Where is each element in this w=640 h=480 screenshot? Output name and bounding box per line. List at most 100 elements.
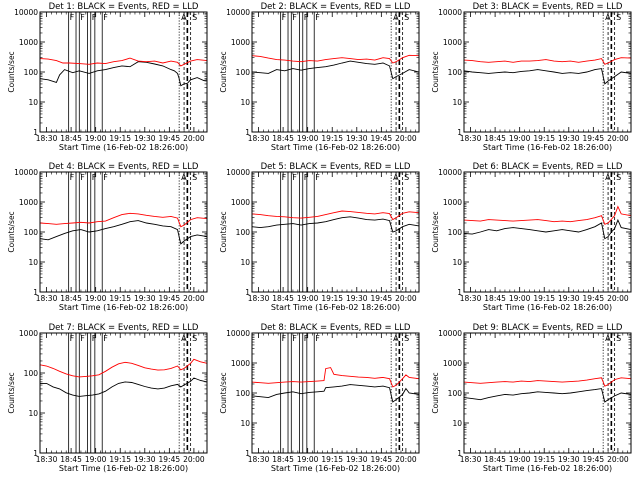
chart-panel-1: Det 1: BLACK = Events, RED = LLD 1 10 100 10… xyxy=(7,2,208,152)
plot-frame xyxy=(251,332,420,454)
x-tick-label: 18:45 xyxy=(484,294,506,303)
y-tick-label: 10 xyxy=(240,258,250,267)
y-tick-label: 10000 xyxy=(226,168,250,177)
series-lld-line xyxy=(463,57,632,65)
series-events-line xyxy=(463,218,632,240)
x-tick-label: 19:15 xyxy=(109,455,131,464)
series-events-line xyxy=(463,388,632,403)
chart-title: Det 5: BLACK = Events, RED = LLD xyxy=(261,162,411,172)
chart-title: Det 8: BLACK = Events, RED = LLD xyxy=(261,323,411,333)
y-tick-label: 1 xyxy=(245,449,250,458)
x-tick-label: 19:15 xyxy=(533,134,555,143)
y-tick-label: 1 xyxy=(457,449,462,458)
x-tick-label: 18:30 xyxy=(248,134,270,143)
series-events-line xyxy=(251,60,420,80)
marker-flag: S xyxy=(616,13,621,22)
x-tick-label: 18:45 xyxy=(272,294,294,303)
y-tick-label: 10000 xyxy=(438,8,462,17)
marker-flag: A xyxy=(605,13,611,22)
plot-frame xyxy=(251,171,420,293)
x-tick-label: 19:15 xyxy=(109,134,131,143)
y-tick-label: 10 xyxy=(28,98,38,107)
x-tick-label: 19:30 xyxy=(346,294,368,303)
y-axis-label: Counts/sec xyxy=(431,372,440,413)
marker-flag: A xyxy=(605,334,611,343)
y-tick-label: 1 xyxy=(457,288,462,297)
x-tick-label: 19:45 xyxy=(583,294,605,303)
series-events-line xyxy=(463,68,632,85)
y-tick-label: 100 xyxy=(236,228,251,237)
x-tick-label: 19:00 xyxy=(509,294,531,303)
y-axis-label: Counts/sec xyxy=(219,372,228,413)
x-axis-label: Start Time (16-Feb-02 18:26:00) xyxy=(271,143,400,152)
x-tick-label: 19:30 xyxy=(134,134,156,143)
chart-panel-8: Det 8: BLACK = Events, RED = LLD 1 10 100 10… xyxy=(219,323,420,473)
y-tick-label: 1 xyxy=(33,128,38,137)
x-tick-label: 19:30 xyxy=(346,455,368,464)
y-tick-label: 1000 xyxy=(19,198,38,207)
marker-flag: F xyxy=(292,13,297,22)
y-tick-label: 1000 xyxy=(19,329,38,338)
x-tick-label: 18:45 xyxy=(484,455,506,464)
plot-frame xyxy=(463,332,632,454)
x-tick-label: 18:45 xyxy=(60,294,82,303)
marker-flag: F xyxy=(103,334,108,343)
marker-flag: A xyxy=(393,173,399,182)
x-tick-label: 19:00 xyxy=(85,134,107,143)
marker-flag: F xyxy=(92,334,97,343)
y-tick-label: 100 xyxy=(24,228,39,237)
chart-title: Det 7: BLACK = Events, RED = LLD xyxy=(49,323,199,333)
y-axis-label: Counts/sec xyxy=(7,211,16,252)
x-tick-label: 19:45 xyxy=(159,134,181,143)
series-events-line xyxy=(40,377,208,397)
chart-panel-9: Det 9: BLACK = Events, RED = LLD 1 10 100 10… xyxy=(431,323,632,473)
x-tick-label: 20:00 xyxy=(395,294,417,303)
y-tick-label: 10 xyxy=(452,258,462,267)
plot-frame xyxy=(463,171,632,293)
marker-flag: F xyxy=(315,13,320,22)
marker-flag: F xyxy=(103,173,108,182)
x-tick-label: 19:45 xyxy=(159,455,181,464)
y-tick-label: 100 xyxy=(24,68,39,77)
y-tick-label: 10 xyxy=(240,98,250,107)
x-axis-label: Start Time (16-Feb-02 18:26:00) xyxy=(59,143,188,152)
marker-flag: A xyxy=(181,173,187,182)
marker-flag: F xyxy=(304,13,309,22)
x-tick-label: 18:30 xyxy=(36,294,58,303)
y-tick-label: 1 xyxy=(457,128,462,137)
y-tick-label: 1000 xyxy=(19,38,38,47)
plot-frame xyxy=(39,171,208,293)
marker-flag: F xyxy=(70,334,75,343)
marker-flag: S xyxy=(404,334,409,343)
marker-flag: F xyxy=(70,13,75,22)
marker-flag: F xyxy=(103,13,108,22)
y-axis-label: Counts/sec xyxy=(219,211,228,252)
x-axis-label: Start Time (16-Feb-02 18:26:00) xyxy=(483,143,612,152)
marker-flag: S xyxy=(192,334,197,343)
y-tick-label: 1000 xyxy=(443,38,462,47)
x-tick-label: 20:00 xyxy=(395,455,417,464)
chart-panel-7: Det 7: BLACK = Events, RED = LLD 1 10 100 10… xyxy=(7,323,208,473)
marker-flag: F xyxy=(92,13,97,22)
y-axis-label: Counts/sec xyxy=(7,372,16,413)
x-tick-label: 19:30 xyxy=(558,294,580,303)
y-tick-label: 10 xyxy=(28,258,38,267)
x-tick-label: 18:30 xyxy=(248,294,270,303)
x-tick-label: 19:00 xyxy=(85,294,107,303)
marker-flag: F xyxy=(282,334,287,343)
x-tick-label: 18:30 xyxy=(460,455,482,464)
series-lld-line xyxy=(251,210,420,221)
marker-flag: S xyxy=(404,13,409,22)
x-axis-label: Start Time (16-Feb-02 18:26:00) xyxy=(483,303,612,312)
marker-flag: A xyxy=(393,13,399,22)
x-axis-label: Start Time (16-Feb-02 18:26:00) xyxy=(59,303,188,312)
marker-flag: S xyxy=(616,334,621,343)
marker-flag: F xyxy=(70,173,75,182)
y-tick-label: 1000 xyxy=(231,198,250,207)
y-tick-label: 100 xyxy=(24,369,39,378)
y-tick-label: 10000 xyxy=(14,8,38,17)
y-tick-label: 10000 xyxy=(226,329,250,338)
y-tick-label: 1000 xyxy=(443,198,462,207)
x-tick-label: 18:30 xyxy=(36,455,58,464)
